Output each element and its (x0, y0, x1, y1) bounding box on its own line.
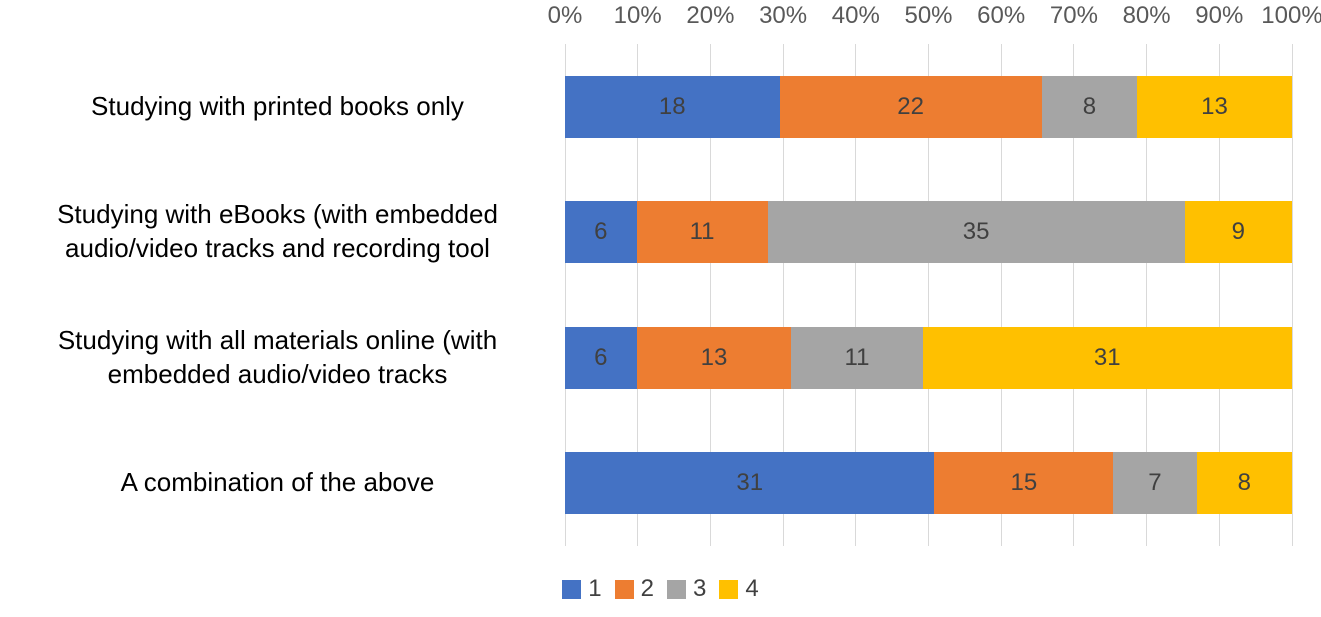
x-axis-tick: 0% (547, 2, 583, 29)
x-axis-tick: 90% (1195, 2, 1244, 29)
data-label: 7 (1148, 469, 1162, 497)
data-label: 15 (1010, 469, 1038, 497)
data-label: 31 (1093, 343, 1121, 371)
bar-segment: 31 (922, 326, 1292, 389)
x-axis-tick: 60% (977, 2, 1026, 29)
bar: 6 13 11 31 (565, 326, 1292, 389)
bar-segment: 11 (791, 326, 923, 389)
bar-segment: 6 (565, 201, 637, 264)
x-axis-tick: 70% (1049, 2, 1098, 29)
category-label: Studying with eBooks (with embedded audi… (57, 199, 498, 264)
data-label: 13 (700, 343, 728, 371)
legend-item: 1 (562, 575, 602, 603)
gridline (1073, 44, 1075, 546)
legend-label: 1 (588, 575, 602, 602)
bar: 31 15 7 8 (565, 452, 1292, 515)
x-axis-tick: 20% (686, 2, 735, 29)
legend-label: 2 (640, 575, 654, 602)
bar-segment: 22 (779, 75, 1042, 138)
data-label: 11 (689, 218, 715, 246)
bar-segment: 18 (565, 75, 780, 138)
gridline (709, 44, 711, 546)
bar-segment: 35 (767, 201, 1185, 264)
bar: 18 22 8 13 (565, 75, 1292, 138)
data-label: 9 (1231, 218, 1246, 246)
data-label: 22 (897, 92, 924, 120)
gridline (782, 44, 784, 546)
legend: 1 2 3 4 (0, 574, 1321, 604)
data-label: 13 (1201, 92, 1228, 120)
bar-segment: 8 (1041, 75, 1138, 138)
gridline (564, 44, 566, 546)
data-label: 8 (1082, 92, 1097, 120)
category-label: Studying with all materials online (with… (57, 324, 498, 389)
bar-segment: 31 (565, 452, 935, 515)
legend-swatch (667, 579, 686, 599)
data-label: 18 (658, 92, 686, 120)
x-axis-tick: 80% (1122, 2, 1171, 29)
bar-segment: 11 (636, 201, 768, 264)
data-label: 8 (1237, 469, 1251, 497)
data-label: 31 (736, 469, 764, 497)
legend-item: 3 (667, 575, 706, 603)
gridline (1291, 44, 1293, 546)
x-axis-tick: 10% (613, 2, 662, 29)
bar-segment: 13 (1137, 75, 1292, 138)
x-axis-tick: 50% (904, 2, 953, 29)
bar-segment: 8 (1196, 452, 1292, 515)
gridline (637, 44, 639, 546)
data-label: 35 (962, 218, 990, 246)
category-label: Studying with printed books only (91, 90, 464, 121)
legend-label: 4 (745, 575, 759, 602)
x-axis-tick: 100% (1261, 2, 1321, 29)
legend-swatch (562, 579, 582, 599)
gridline (855, 44, 857, 546)
x-axis-tick: 40% (831, 2, 880, 29)
data-label: 6 (594, 343, 608, 371)
category-label: A combination of the above (120, 467, 435, 498)
bar: 6 11 35 9 (565, 201, 1292, 264)
bar-segment: 9 (1184, 201, 1292, 264)
legend-swatch (614, 579, 634, 599)
data-label: 6 (594, 218, 608, 246)
x-axis-tick: 30% (759, 2, 808, 29)
gridline (928, 44, 929, 546)
bar-segment: 15 (934, 452, 1114, 515)
legend-label: 3 (693, 575, 707, 602)
gridline (1000, 44, 1002, 546)
legend-item: 2 (614, 575, 654, 603)
legend-item: 4 (719, 575, 759, 603)
gridline (1146, 44, 1148, 546)
bar-segment: 7 (1113, 452, 1197, 515)
gridline (1218, 44, 1220, 546)
data-label: 11 (844, 343, 870, 371)
bar-segment: 6 (565, 326, 637, 389)
bar-segment: 13 (636, 326, 792, 389)
legend-swatch (719, 579, 739, 599)
